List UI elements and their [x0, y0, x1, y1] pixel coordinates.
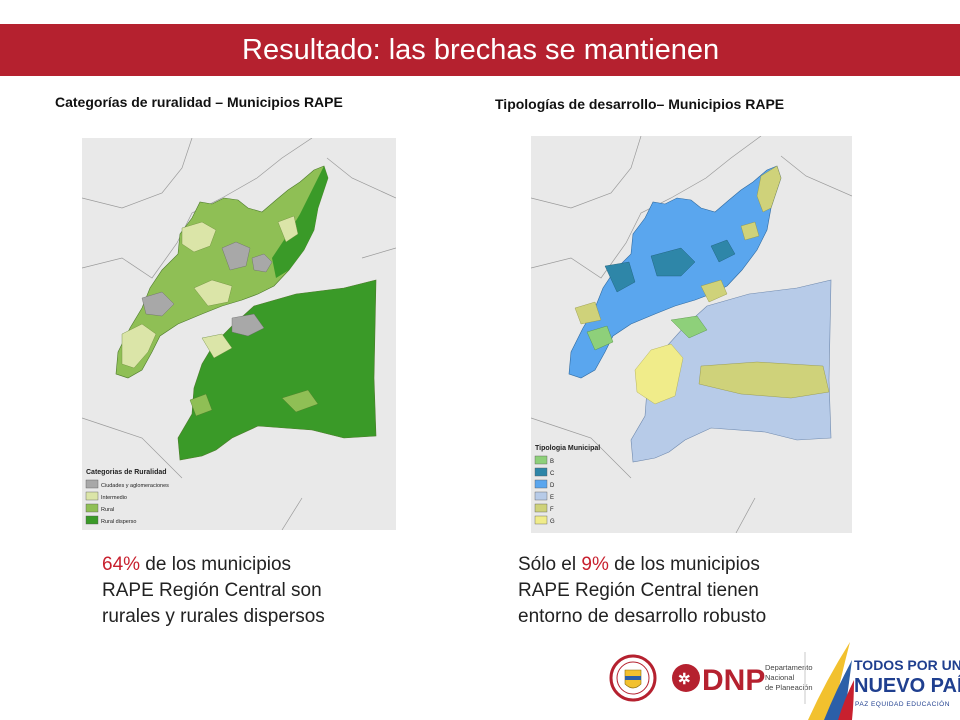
svg-text:✲: ✲: [678, 671, 691, 688]
typology-legend: Tipologia Municipal B C D E F G: [534, 445, 600, 525]
dnp-logo: ✲ DNP Departamento Nacional de Planeació…: [672, 663, 813, 697]
typology-legend-label-1: B: [550, 459, 554, 465]
title-bar: Resultado: las brechas se mantienen: [0, 24, 960, 76]
dnp-sub-2: Nacional: [765, 673, 795, 682]
rurality-map: Categorias de Ruralidad Ciudades y aglom…: [82, 138, 396, 530]
typology-legend-title: Tipologia Municipal: [535, 445, 600, 452]
rurality-legend-label-4: Rural disperso: [101, 519, 136, 525]
right-caption-line-3: entorno de desarrollo robusto: [518, 606, 767, 627]
rurality-legend-label-3: Rural: [101, 507, 114, 513]
todos-por-un-nuevo-pais-logo: TODOS POR UN NUEVO PAÍS PAZ EQUIDAD EDUC…: [808, 642, 960, 720]
typology-legend-label-6: G: [550, 519, 555, 525]
right-caption-line-1-rest: de los municipios: [608, 554, 760, 575]
dnp-sub-1: Departamento: [765, 663, 813, 672]
slide-title: Resultado: las brechas se mantienen: [242, 34, 720, 66]
rurality-legend-label-1: Ciudades y aglomeraciones: [101, 483, 169, 489]
left-caption: 64% de los municipios RAPE Región Centra…: [102, 552, 402, 630]
typology-legend-label-5: F: [550, 507, 554, 513]
left-caption-line-3: rurales y rurales dispersos: [102, 606, 325, 627]
right-map-subtitle: Tipologías de desarrollo– Municipios RAP…: [495, 96, 785, 112]
typology-legend-label-2: C: [550, 471, 555, 477]
typology-map: Tipologia Municipal B C D E F G: [531, 136, 852, 533]
left-map-subtitle: Categorías de ruralidad – Municipios RAP…: [55, 94, 343, 110]
right-caption-line-1: Sólo el 9% de los municipios: [518, 552, 848, 578]
right-caption: Sólo el 9% de los municipios RAPE Región…: [518, 552, 848, 630]
typology-legend-label-3: D: [550, 483, 555, 489]
left-caption-line-1: 64% de los municipios: [102, 552, 402, 578]
typology-legend-label-4: E: [550, 495, 554, 501]
left-caption-line-1-rest: de los municipios: [140, 554, 292, 575]
tpu-line-1: TODOS POR UN: [854, 657, 960, 673]
rurality-legend: Categorias de Ruralidad Ciudades y aglom…: [85, 469, 169, 525]
colombia-seal-logo: [609, 654, 657, 702]
right-caption-line-2: RAPE Región Central tienen: [518, 580, 759, 601]
rurality-legend-title: Categorias de Ruralidad: [86, 469, 167, 476]
dnp-sub-3: de Planeación: [765, 683, 813, 692]
right-caption-line-1-pre: Sólo el: [518, 554, 582, 575]
tpu-line-2: NUEVO PAÍS: [854, 674, 960, 697]
left-caption-percent: 64%: [102, 554, 141, 575]
dnp-wordmark: DNP: [702, 664, 765, 697]
right-caption-percent: 9%: [581, 554, 609, 575]
footer-logos: ✲ DNP Departamento Nacional de Planeació…: [600, 640, 960, 720]
tpu-line-3: PAZ EQUIDAD EDUCACIÓN: [855, 699, 950, 708]
rurality-legend-label-2: Intermedio: [101, 495, 127, 501]
left-caption-line-2: RAPE Región Central son: [102, 580, 322, 601]
